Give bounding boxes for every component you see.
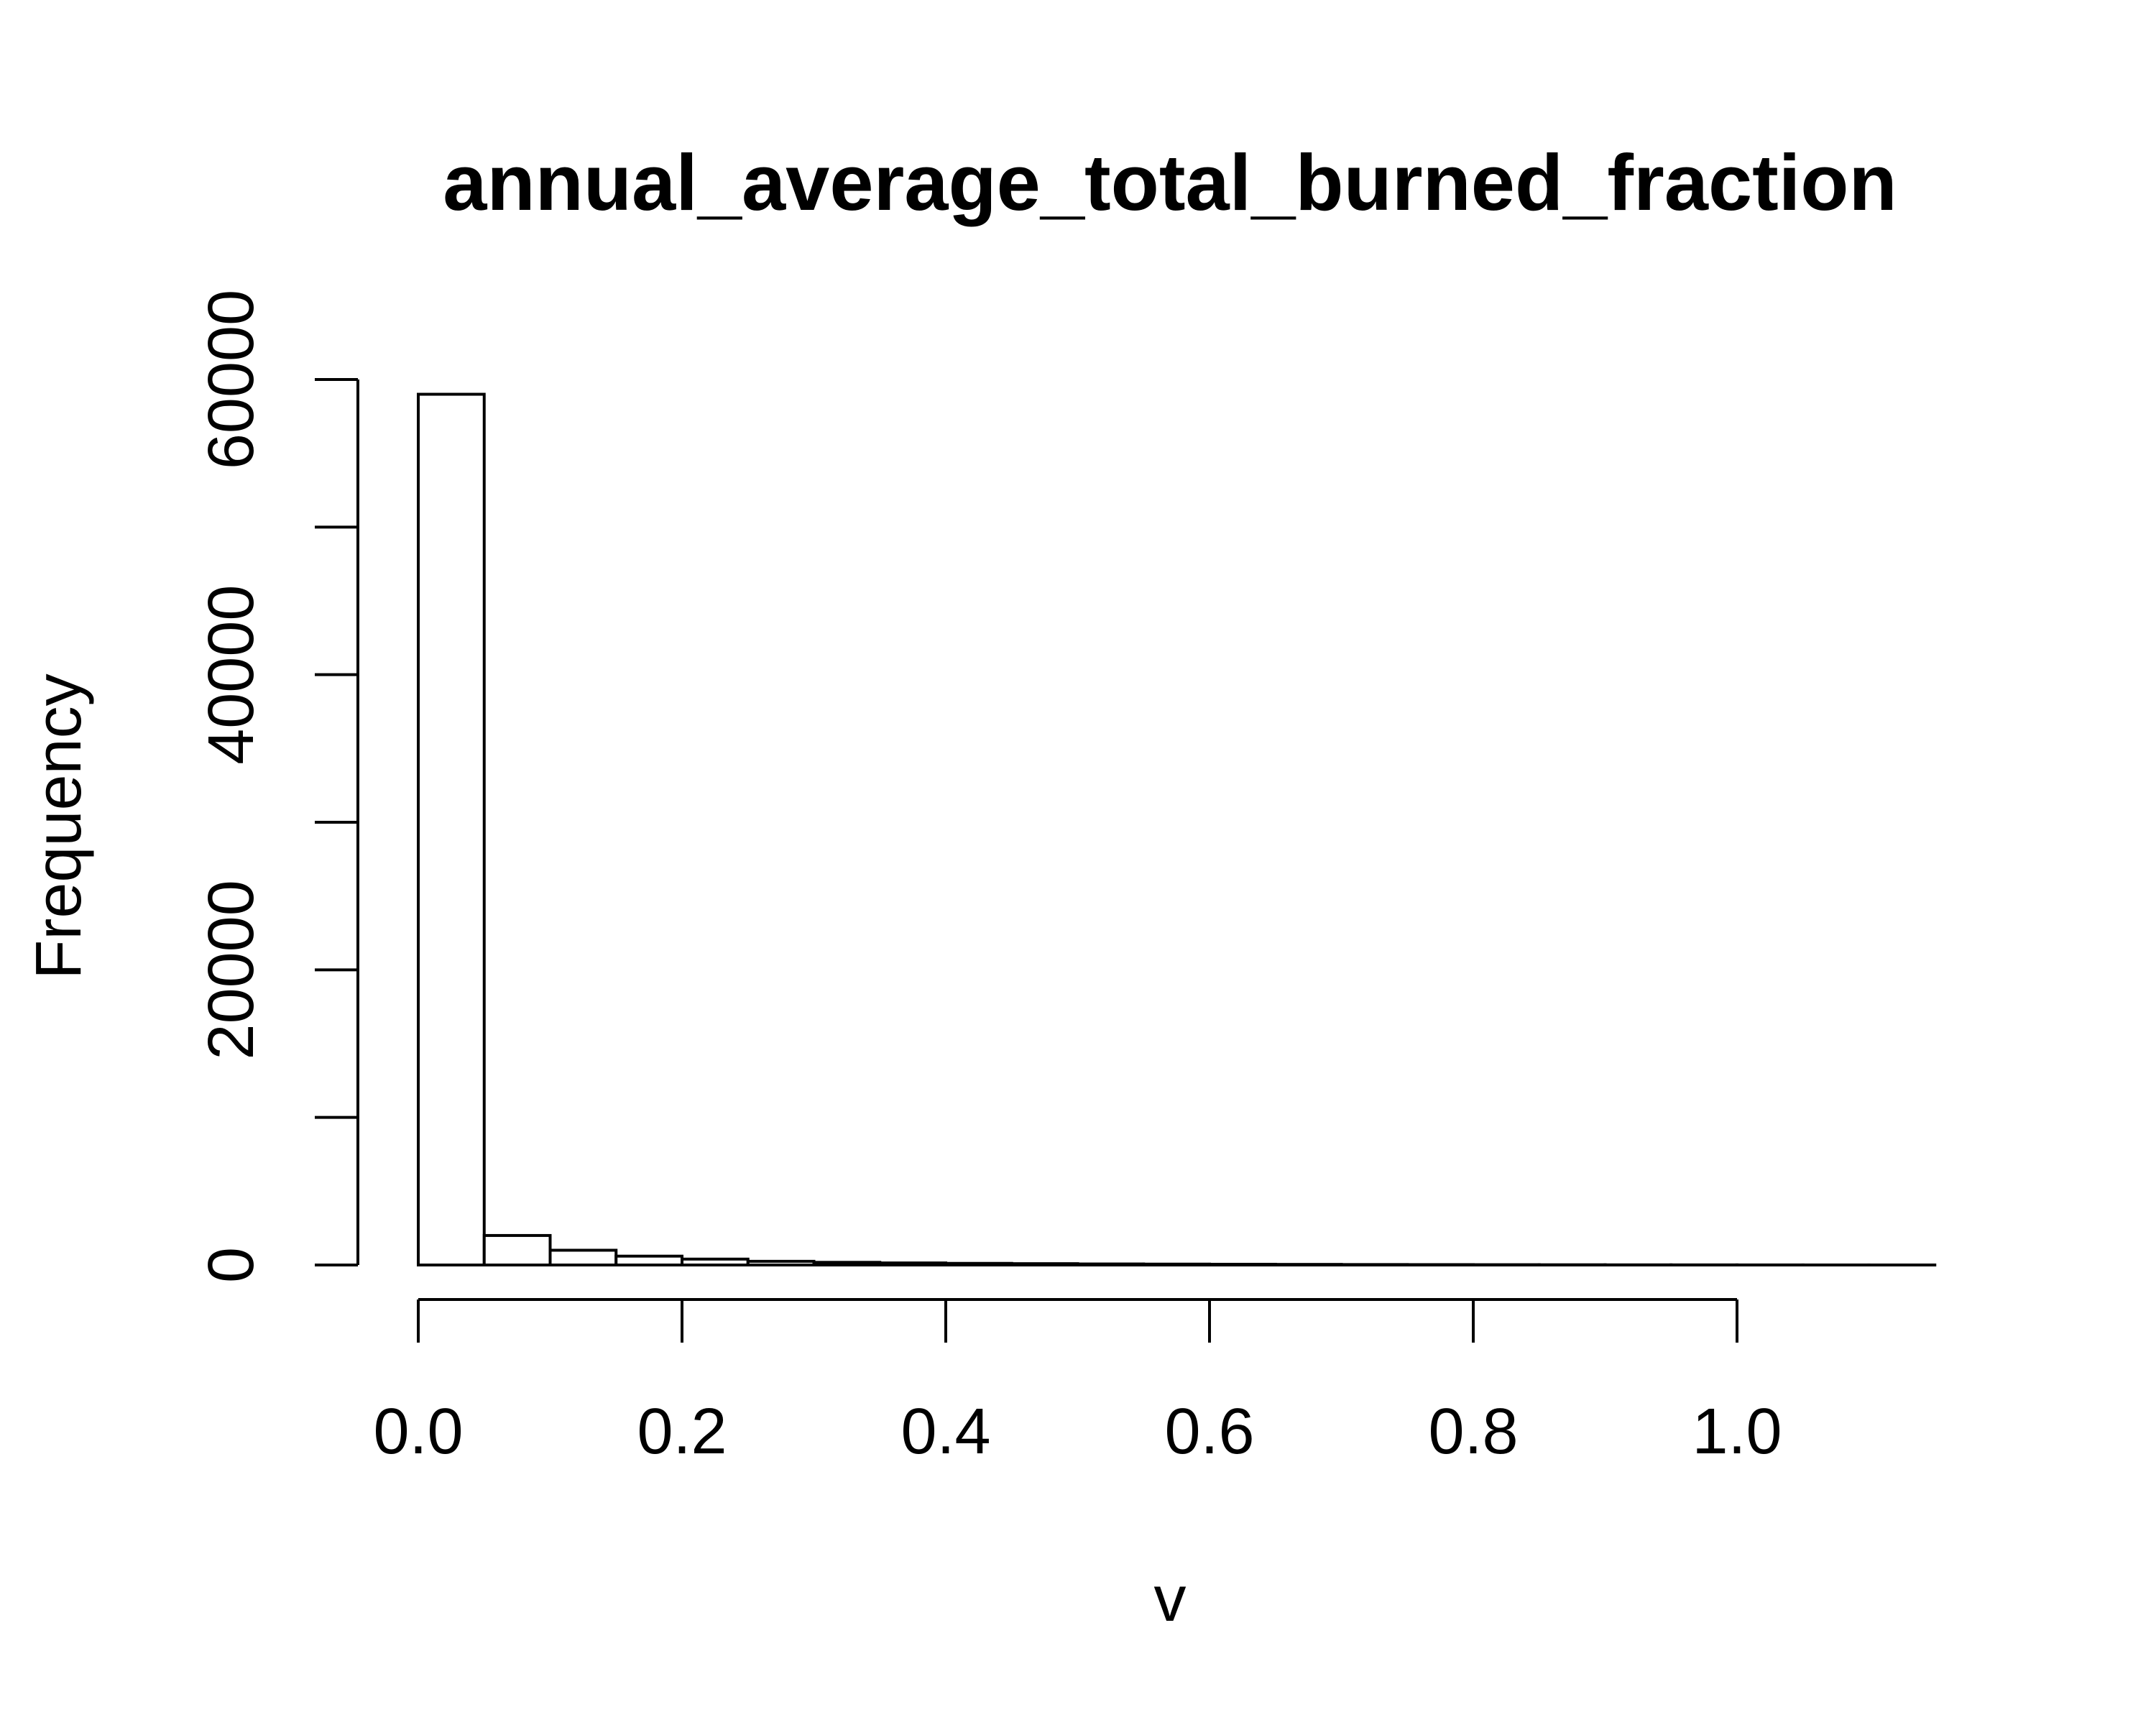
x-tick-label: 0.0	[373, 1396, 463, 1468]
x-tick-label: 0.2	[637, 1396, 727, 1468]
histogram-bar	[417, 392, 486, 1266]
x-tick-label: 0.6	[1164, 1396, 1254, 1468]
histogram-bar	[548, 1248, 618, 1267]
y-tick-label: 60000	[195, 290, 267, 469]
histogram-bar	[1273, 1263, 1343, 1267]
x-tick-label: 1.0	[1692, 1396, 1782, 1468]
histogram-bar	[944, 1261, 1013, 1266]
histogram-bar	[482, 1233, 552, 1267]
histogram-bar	[746, 1259, 816, 1267]
x-axis-label: v	[1154, 1563, 1187, 1635]
x-tick-label: 0.4	[900, 1396, 990, 1468]
histogram-bar	[812, 1261, 882, 1266]
y-axis-label: Frequency	[23, 673, 95, 979]
histogram-bar	[1340, 1263, 1409, 1267]
chart-title: annual_average_total_burned_fraction	[443, 139, 1897, 227]
histogram-bar	[1208, 1262, 1277, 1267]
y-tick-label: 40000	[195, 585, 267, 765]
histogram-bar	[681, 1257, 750, 1266]
histogram-bar	[1406, 1263, 1475, 1267]
x-tick-label: 0.8	[1428, 1396, 1518, 1468]
histogram-bar	[1010, 1262, 1079, 1266]
y-axis: 0 20000 40000 60000	[195, 290, 359, 1283]
y-tick-label: 0	[195, 1247, 267, 1283]
histogram-bar	[1142, 1262, 1211, 1266]
y-tick-label: 20000	[195, 880, 267, 1059]
histogram-bar	[1076, 1262, 1146, 1266]
bars-group	[417, 392, 1937, 1267]
histogram-bar	[878, 1261, 947, 1267]
histogram-bar	[614, 1254, 683, 1267]
x-axis: 0.0 0.2 0.4 0.6 0.8 1.0	[373, 1298, 1782, 1468]
